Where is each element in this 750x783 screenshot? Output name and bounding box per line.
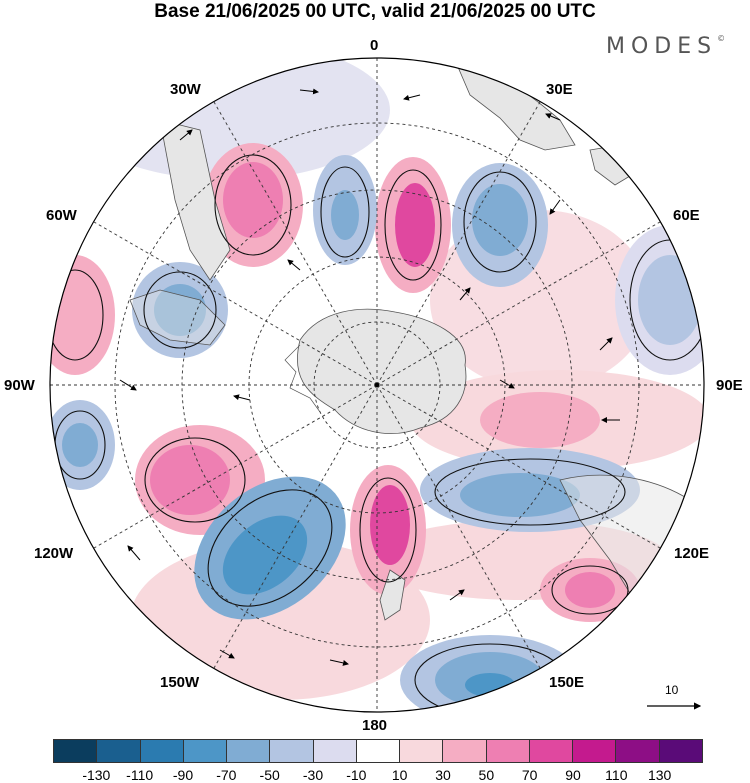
lon-label-180: 180 <box>362 717 388 734</box>
colorbar-swatch <box>616 739 660 763</box>
colorbar-tick-label: 110 <box>605 767 628 783</box>
lon-label-30w: 30W <box>170 81 201 98</box>
colorbar-swatch <box>140 739 184 763</box>
lon-label-150e: 150E <box>549 674 585 691</box>
colorbar-tick-label: -130 <box>82 767 111 783</box>
lon-label-30e: 30E <box>546 81 573 98</box>
colorbar-swatch <box>659 739 703 763</box>
colorbar-tick-label: 10 <box>391 767 408 783</box>
colorbar-swatch <box>443 739 487 763</box>
anomaly-field <box>50 58 704 712</box>
lon-label-60e: 60E <box>673 207 700 224</box>
colorbar-tick-label: -50 <box>259 767 280 783</box>
colorbar-swatch <box>486 739 530 763</box>
colorbar-tick-label: -10 <box>346 767 367 783</box>
lon-label-120e: 120E <box>674 545 710 562</box>
colorbar-tick-label: -110 <box>126 767 154 783</box>
colorbar-tick-label: -70 <box>216 767 237 783</box>
colorbar-tick-label: -90 <box>172 767 194 783</box>
colorbar-swatch <box>97 739 141 763</box>
colorbar-tick-label: 30 <box>435 767 451 783</box>
page-title: Base 21/06/2025 00 UTC, valid 21/06/2025… <box>154 1 596 22</box>
lon-label-150w: 150W <box>160 674 200 691</box>
lon-label-120w: 120W <box>34 545 74 562</box>
antarctica-land <box>297 308 467 434</box>
lon-label-90e: 90E <box>716 377 743 394</box>
colorbar <box>53 739 703 763</box>
south-america-land <box>159 119 231 281</box>
modes-logo: MODES© <box>606 34 726 59</box>
colorbar-swatch <box>270 739 314 763</box>
colorbar-tick-label: 50 <box>478 767 495 783</box>
colorbar-tick-label: 70 <box>521 767 538 783</box>
colorbar-swatch <box>53 739 98 763</box>
colorbar-tick-label: 130 <box>647 767 672 783</box>
colorbar-swatch <box>356 739 401 763</box>
colorbar-tick-label: -30 <box>302 767 324 783</box>
lon-label-90w: 90W <box>4 377 35 394</box>
lon-label-60w: 60W <box>46 207 77 224</box>
colorbar-swatch <box>573 739 617 763</box>
colorbar-swatch <box>227 739 271 763</box>
vector-scale-label: 10 <box>665 683 679 697</box>
colorbar-swatch <box>400 739 444 763</box>
lon-label-0: 0 <box>370 37 379 54</box>
map-boundary <box>49 57 705 713</box>
colorbar-swatch <box>529 739 574 763</box>
colorbar-swatch <box>313 739 357 763</box>
colorbar-tick-label: 90 <box>565 767 581 783</box>
colorbar-swatch <box>183 739 228 763</box>
new-zealand-land <box>379 569 406 621</box>
